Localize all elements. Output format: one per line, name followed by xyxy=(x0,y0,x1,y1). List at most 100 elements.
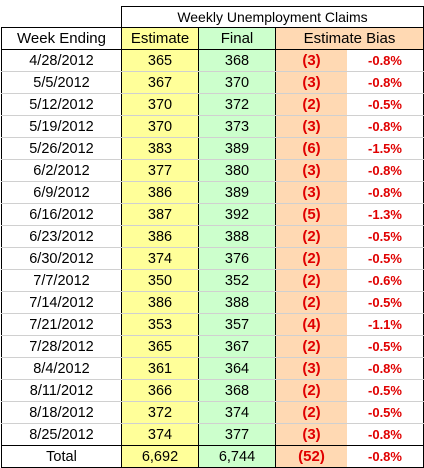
final-cell[interactable]: 368 xyxy=(198,379,276,402)
final-cell[interactable]: 352 xyxy=(198,269,276,292)
bias-cell[interactable]: (2) xyxy=(275,291,347,314)
final-cell[interactable]: 374 xyxy=(198,401,276,424)
estimate-cell[interactable]: 383 xyxy=(121,137,199,160)
estimate-cell[interactable]: 350 xyxy=(121,269,199,292)
week-cell[interactable]: 8/18/2012 xyxy=(1,401,122,424)
estimate-cell[interactable]: 353 xyxy=(121,313,199,336)
estimate-cell[interactable]: 370 xyxy=(121,115,199,138)
bias-cell[interactable]: (3) xyxy=(275,357,347,380)
week-cell[interactable]: 6/2/2012 xyxy=(1,159,122,182)
week-cell[interactable]: 7/28/2012 xyxy=(1,335,122,358)
bias-cell[interactable]: (2) xyxy=(275,247,347,270)
estimate-cell[interactable]: 365 xyxy=(121,49,199,72)
week-cell[interactable]: 4/28/2012 xyxy=(1,49,122,72)
week-cell[interactable]: 8/4/2012 xyxy=(1,357,122,380)
estimate-cell[interactable]: 374 xyxy=(121,247,199,270)
table-row: 5/5/2012 367 370 (3) -0.8% xyxy=(1,71,424,94)
header-week-ending[interactable]: Week Ending xyxy=(1,27,122,50)
estimate-cell[interactable]: 377 xyxy=(121,159,199,182)
final-cell[interactable]: 389 xyxy=(198,137,276,160)
week-cell[interactable]: 8/11/2012 xyxy=(1,379,122,402)
week-cell[interactable]: 8/25/2012 xyxy=(1,423,122,446)
bias-cell[interactable]: (2) xyxy=(275,401,347,424)
final-cell[interactable]: 367 xyxy=(198,335,276,358)
bias-pct-cell[interactable]: -0.5% xyxy=(347,291,424,314)
week-cell[interactable]: 6/30/2012 xyxy=(1,247,122,270)
bias-pct-cell[interactable]: -0.8% xyxy=(347,423,424,446)
bias-cell[interactable]: (2) xyxy=(275,225,347,248)
table-row: 6/30/2012 374 376 (2) -0.5% xyxy=(1,247,424,270)
estimate-cell[interactable]: 365 xyxy=(121,335,199,358)
estimate-cell[interactable]: 372 xyxy=(121,401,199,424)
bias-pct-cell[interactable]: -1.3% xyxy=(347,203,424,226)
table-row: 6/16/2012 387 392 (5) -1.3% xyxy=(1,203,424,226)
bias-pct-cell[interactable]: -1.1% xyxy=(347,313,424,336)
bias-pct-cell[interactable]: -0.6% xyxy=(347,269,424,292)
estimate-cell[interactable]: 386 xyxy=(121,291,199,314)
table-title[interactable]: Weekly Unemployment Claims xyxy=(121,6,424,28)
bias-pct-cell[interactable]: -0.5% xyxy=(347,379,424,402)
bias-cell[interactable]: (2) xyxy=(275,335,347,358)
final-cell[interactable]: 368 xyxy=(198,49,276,72)
final-cell[interactable]: 389 xyxy=(198,181,276,204)
bias-cell[interactable]: (2) xyxy=(275,379,347,402)
bias-pct-cell[interactable]: -0.5% xyxy=(347,247,424,270)
bias-cell[interactable]: (4) xyxy=(275,313,347,336)
bias-cell[interactable]: (3) xyxy=(275,71,347,94)
week-cell[interactable]: 6/9/2012 xyxy=(1,181,122,204)
bias-cell[interactable]: (2) xyxy=(275,93,347,116)
final-cell[interactable]: 388 xyxy=(198,225,276,248)
final-cell[interactable]: 364 xyxy=(198,357,276,380)
bias-pct-cell[interactable]: -0.8% xyxy=(347,71,424,94)
estimate-cell[interactable]: 367 xyxy=(121,71,199,94)
estimate-cell[interactable]: 387 xyxy=(121,203,199,226)
final-cell[interactable]: 392 xyxy=(198,203,276,226)
estimate-cell[interactable]: 386 xyxy=(121,181,199,204)
bias-cell[interactable]: (3) xyxy=(275,115,347,138)
bias-pct-cell[interactable]: -0.8% xyxy=(347,181,424,204)
table-row: 7/21/2012 353 357 (4) -1.1% xyxy=(1,313,424,336)
bias-cell[interactable]: (3) xyxy=(275,49,347,72)
estimate-cell[interactable]: 374 xyxy=(121,423,199,446)
blank-cell[interactable] xyxy=(1,6,122,28)
final-cell[interactable]: 370 xyxy=(198,71,276,94)
header-estimate-bias[interactable]: Estimate Bias xyxy=(275,27,424,50)
bias-pct-cell[interactable]: -1.5% xyxy=(347,137,424,160)
week-cell[interactable]: 5/19/2012 xyxy=(1,115,122,138)
final-cell[interactable]: 376 xyxy=(198,247,276,270)
bias-pct-cell[interactable]: -0.8% xyxy=(347,49,424,72)
week-cell[interactable]: 5/12/2012 xyxy=(1,93,122,116)
estimate-cell[interactable]: 361 xyxy=(121,357,199,380)
final-cell[interactable]: 357 xyxy=(198,313,276,336)
bias-pct-cell[interactable]: -0.5% xyxy=(347,225,424,248)
final-cell[interactable]: 373 xyxy=(198,115,276,138)
estimate-cell[interactable]: 370 xyxy=(121,93,199,116)
final-cell[interactable]: 380 xyxy=(198,159,276,182)
week-cell[interactable]: 5/5/2012 xyxy=(1,71,122,94)
header-final[interactable]: Final xyxy=(198,27,276,50)
bias-cell[interactable]: (3) xyxy=(275,159,347,182)
bias-cell[interactable]: (5) xyxy=(275,203,347,226)
bias-pct-cell[interactable]: -0.8% xyxy=(347,357,424,380)
bias-pct-cell[interactable]: -0.5% xyxy=(347,401,424,424)
bias-cell[interactable]: (2) xyxy=(275,269,347,292)
bias-pct-cell[interactable]: -0.5% xyxy=(347,93,424,116)
week-cell[interactable]: 6/16/2012 xyxy=(1,203,122,226)
week-cell[interactable]: 7/14/2012 xyxy=(1,291,122,314)
bias-pct-cell[interactable]: -0.5% xyxy=(347,335,424,358)
final-cell[interactable]: 372 xyxy=(198,93,276,116)
bias-cell[interactable]: (3) xyxy=(275,423,347,446)
final-cell[interactable]: 388 xyxy=(198,291,276,314)
bias-pct-cell[interactable]: -0.8% xyxy=(347,115,424,138)
estimate-cell[interactable]: 386 xyxy=(121,225,199,248)
bias-pct-cell[interactable]: -0.8% xyxy=(347,159,424,182)
week-cell[interactable]: 5/26/2012 xyxy=(1,137,122,160)
bias-cell[interactable]: (3) xyxy=(275,181,347,204)
header-estimate[interactable]: Estimate xyxy=(121,27,199,50)
estimate-cell[interactable]: 366 xyxy=(121,379,199,402)
week-cell[interactable]: 6/23/2012 xyxy=(1,225,122,248)
final-cell[interactable]: 377 xyxy=(198,423,276,446)
week-cell[interactable]: 7/21/2012 xyxy=(1,313,122,336)
bias-cell[interactable]: (6) xyxy=(275,137,347,160)
week-cell[interactable]: 7/7/2012 xyxy=(1,269,122,292)
